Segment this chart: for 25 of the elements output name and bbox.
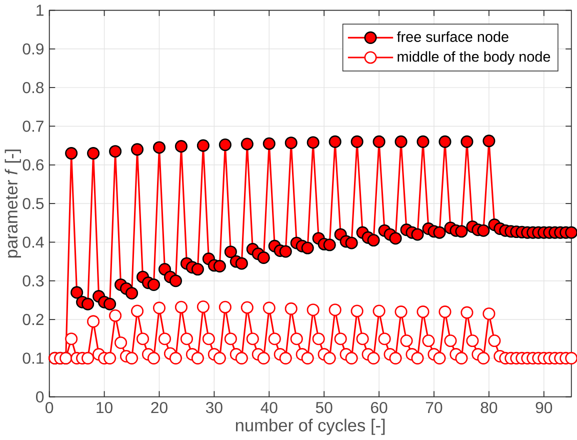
y-axis-title: parameter f [-] <box>4 150 21 258</box>
x-tick-label: 20 <box>151 402 168 414</box>
y-tick-label: 0.9 <box>22 43 44 55</box>
legend-label: free surface node <box>396 32 508 42</box>
x-tick-label: 10 <box>96 402 112 414</box>
y-tick-label: 0 <box>36 391 44 403</box>
y-tick-label: 0.8 <box>22 82 44 94</box>
y-tick-label: 0.4 <box>22 236 44 248</box>
y-tick-label: 0.6 <box>22 159 44 171</box>
x-axis-title: number of cycles [-] <box>236 418 385 436</box>
x-tick-label: 50 <box>316 402 332 414</box>
y-tick-label: 1 <box>36 4 44 16</box>
y-tick-label: 0.1 <box>22 352 44 364</box>
x-tick-label: 40 <box>260 402 278 414</box>
y-tick-label: 0.3 <box>22 275 44 287</box>
x-tick-label: 70 <box>426 402 442 414</box>
x-tick-label: 90 <box>536 402 552 414</box>
x-tick-label: 0 <box>46 402 54 414</box>
y-tick-label: 0.7 <box>22 120 44 132</box>
y-tick-label: 0.5 <box>22 198 44 210</box>
x-tick-label: 60 <box>371 402 388 414</box>
x-tick-label: 30 <box>206 402 222 414</box>
x-tick-label: 80 <box>480 402 498 414</box>
y-tick-label: 0.2 <box>22 314 44 326</box>
legend-label: middle of the body node <box>398 51 550 65</box>
